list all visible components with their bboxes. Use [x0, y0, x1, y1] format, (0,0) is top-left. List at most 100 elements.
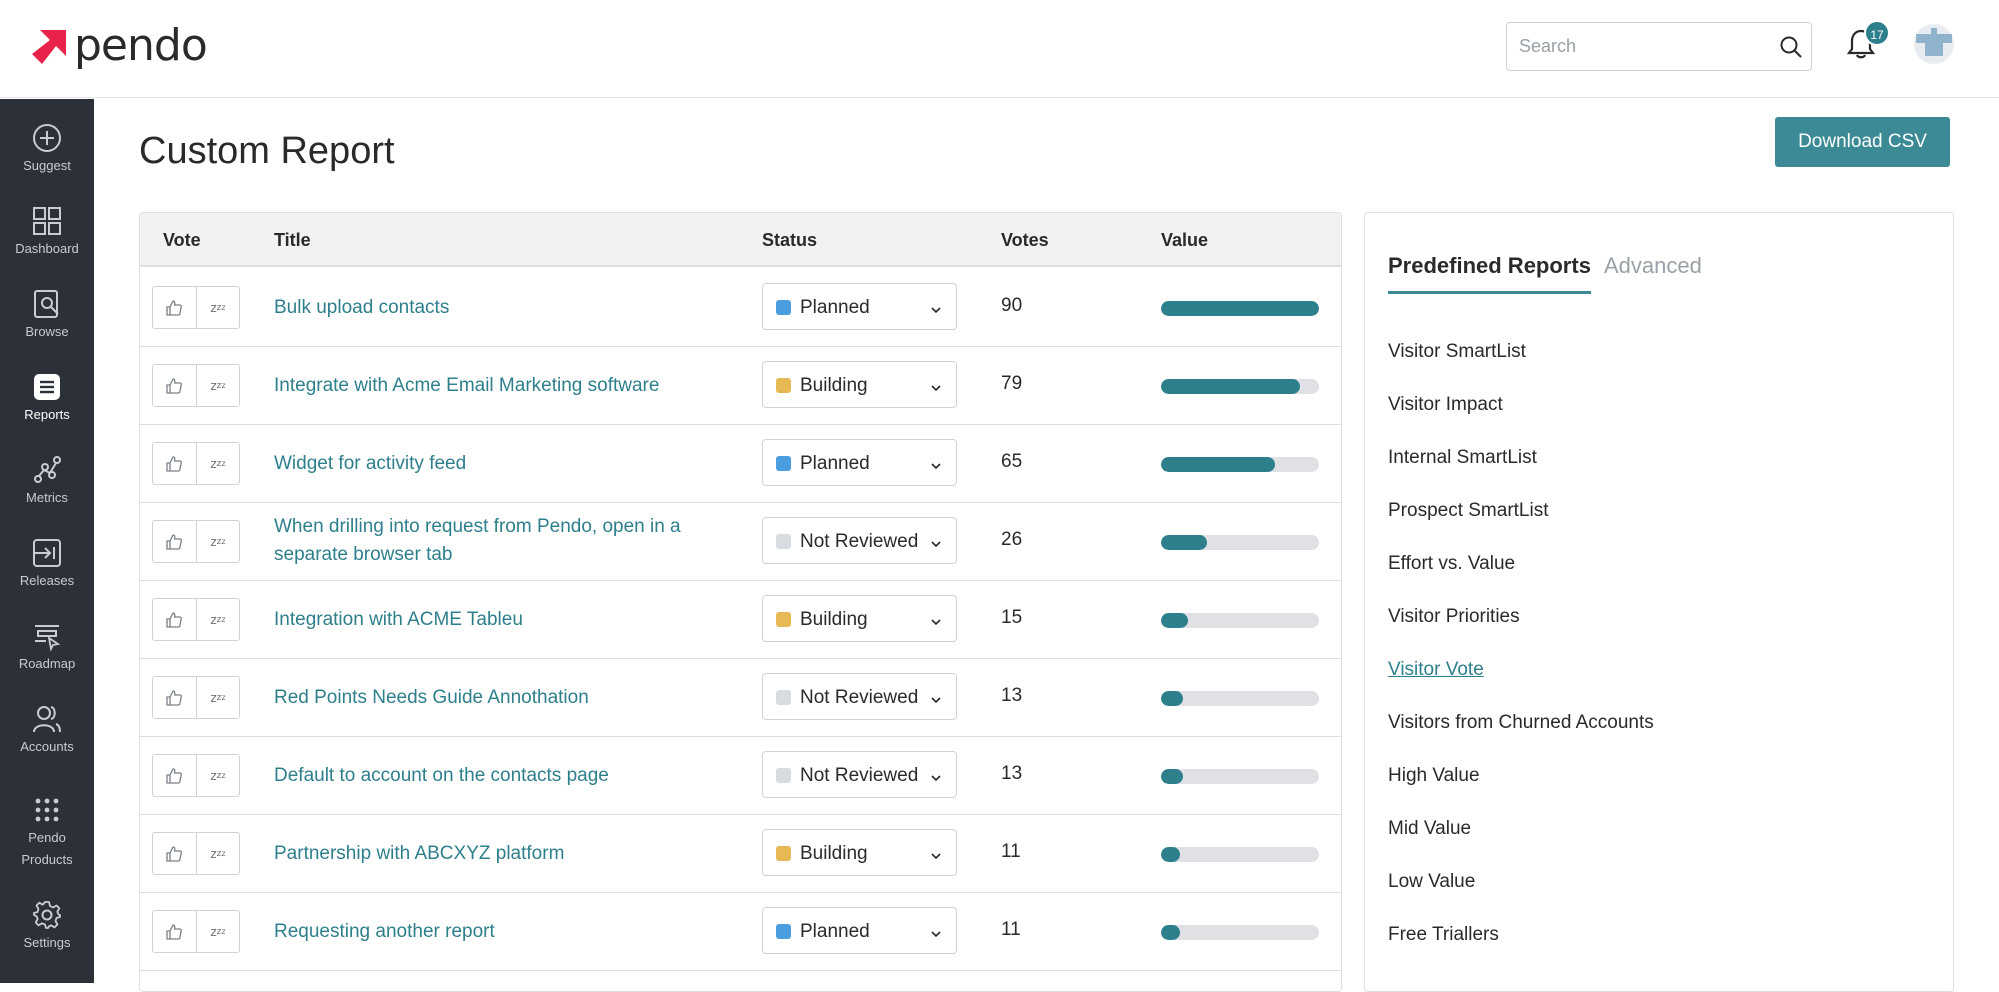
sidebar-item-pendo-products[interactable]: Pendo Products: [0, 795, 94, 871]
status-label: Planned: [800, 921, 870, 942]
status-color-dot: [776, 612, 791, 627]
report-item[interactable]: High Value: [1388, 765, 1480, 786]
request-title-link[interactable]: Partnership with ABCXYZ platform: [274, 843, 565, 864]
value-bar: [1161, 379, 1319, 394]
status-label: Not Reviewed: [800, 765, 919, 786]
column-header-value[interactable]: Value: [1161, 230, 1209, 250]
request-title-link[interactable]: When drilling into request from Pendo, o…: [274, 516, 681, 565]
report-item[interactable]: Prospect SmartList: [1388, 500, 1549, 521]
request-title-link[interactable]: Red Points Needs Guide Annothation: [274, 687, 589, 708]
report-item[interactable]: Visitor SmartList: [1388, 341, 1526, 362]
thumbs-up-icon[interactable]: [153, 677, 196, 718]
search-input[interactable]: [1507, 23, 1757, 70]
request-title-link[interactable]: Requesting another report: [274, 921, 495, 942]
report-item[interactable]: Effort vs. Value: [1388, 553, 1516, 574]
sidebar-item-label: Reports: [24, 407, 70, 422]
grid-icon: [33, 207, 61, 235]
report-item[interactable]: Low Value: [1388, 871, 1476, 892]
thumbs-up-icon[interactable]: [153, 365, 196, 406]
reports-panel: Predefined Reports Advanced Visitor Smar…: [1364, 212, 1954, 992]
request-title-link[interactable]: Default to account on the contacts page: [274, 765, 609, 786]
thumbs-up-icon[interactable]: [153, 833, 196, 874]
sidebar-item-roadmap[interactable]: Roadmap: [0, 621, 94, 675]
vote-count: 15: [1001, 607, 1023, 628]
sidebar-item-label: Releases: [19, 573, 75, 588]
sidebar-item-accounts[interactable]: Accounts: [0, 704, 94, 758]
status-label: Building: [800, 609, 868, 630]
status-dropdown[interactable]: Not Reviewed: [762, 751, 957, 798]
column-header-title[interactable]: Title: [274, 230, 311, 250]
value-bar-fill: [1161, 457, 1275, 472]
search-box[interactable]: [1506, 22, 1812, 71]
vote-count: 13: [1001, 685, 1023, 706]
column-header-votes[interactable]: Votes: [1001, 230, 1049, 250]
sidebar-item-browse[interactable]: Browse: [0, 289, 94, 343]
status-dropdown[interactable]: Not Reviewed: [762, 673, 957, 720]
status-dropdown[interactable]: Not Reviewed: [762, 517, 957, 564]
request-title-link[interactable]: Bulk upload contacts: [274, 297, 450, 318]
status-dropdown[interactable]: Planned: [762, 907, 957, 954]
request-title-link[interactable]: Integrate with Acme Email Marketing soft…: [274, 375, 660, 396]
table-row: z z z Integration with ACME Tableu Building 1…: [140, 581, 1341, 659]
sidebar-item-label: Dashboard: [15, 241, 79, 256]
sidebar-item-suggest[interactable]: Suggest: [0, 123, 94, 177]
tab-advanced[interactable]: Advanced: [1604, 253, 1702, 278]
sidebar-item-reports[interactable]: Reports: [0, 372, 94, 426]
report-item[interactable]: Visitor Impact: [1388, 394, 1503, 415]
status-dropdown[interactable]: Planned: [762, 283, 957, 330]
sidebar-item-dashboard[interactable]: Dashboard: [0, 206, 94, 260]
thumbs-up-icon[interactable]: [153, 443, 196, 484]
accounts-icon: [33, 706, 61, 733]
table-row: z z z Partnership with ABCXYZ platform Build…: [140, 815, 1341, 893]
status-dropdown[interactable]: Building: [762, 829, 957, 876]
thumbs-up-icon[interactable]: [153, 287, 196, 328]
request-title-link[interactable]: Widget for activity feed: [274, 453, 467, 474]
value-bar: [1161, 691, 1319, 706]
thumbs-up-icon[interactable]: [153, 521, 196, 562]
chevron-down-icon: [930, 380, 942, 398]
status-dropdown[interactable]: Building: [762, 595, 957, 642]
status-label: Not Reviewed: [800, 531, 919, 552]
status-label: Planned: [800, 297, 870, 318]
column-header-status[interactable]: Status: [762, 230, 818, 250]
column-header-vote[interactable]: Vote: [163, 230, 201, 250]
status-color-dot: [776, 846, 791, 861]
report-item[interactable]: Visitor Priorities: [1388, 606, 1520, 627]
value-bar: [1161, 613, 1319, 628]
sidebar-item-releases[interactable]: Releases: [0, 538, 94, 592]
sidebar-item-metrics[interactable]: Metrics: [0, 455, 94, 509]
download-csv-button[interactable]: Download CSV: [1775, 117, 1950, 167]
tab-predefined-reports[interactable]: Predefined Reports: [1388, 253, 1591, 294]
report-item[interactable]: Free Triallers: [1388, 924, 1499, 945]
thumbs-up-icon[interactable]: [153, 599, 196, 640]
plus-circle-icon: [33, 124, 61, 152]
table-row: z z z Default to account on the contacts pa…: [140, 737, 1341, 815]
status-dropdown[interactable]: Building: [762, 361, 957, 408]
thumbs-up-icon[interactable]: [153, 755, 196, 796]
avatar[interactable]: [1914, 24, 1954, 64]
search-icon[interactable]: [1779, 35, 1803, 64]
report-item[interactable]: Mid Value: [1388, 818, 1472, 839]
request-title-link[interactable]: Integration with ACME Tableu: [274, 609, 523, 630]
thumbs-up-icon[interactable]: [153, 911, 196, 952]
report-item[interactable]: Visitors from Churned Accounts: [1388, 712, 1654, 733]
report-item[interactable]: Internal SmartList: [1388, 447, 1537, 468]
pendo-logo[interactable]: pendo: [28, 24, 208, 68]
sidebar-item-settings[interactable]: Settings: [0, 900, 94, 954]
report-item[interactable]: Visitor Vote: [1388, 659, 1484, 680]
status-dropdown[interactable]: Planned: [762, 439, 957, 486]
